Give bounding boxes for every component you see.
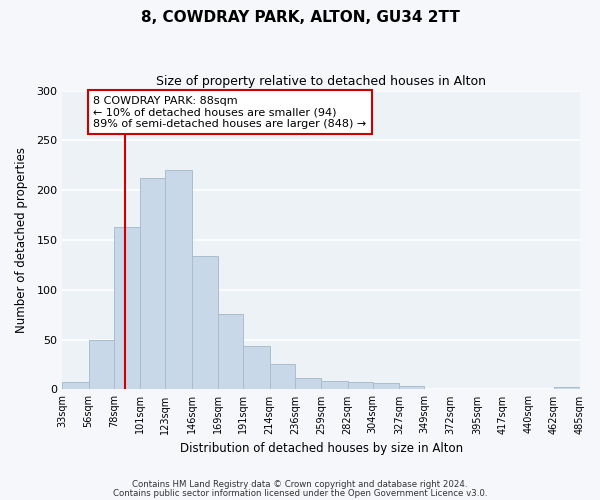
Text: Contains HM Land Registry data © Crown copyright and database right 2024.: Contains HM Land Registry data © Crown c… — [132, 480, 468, 489]
Bar — [89, 340, 114, 390]
Bar — [114, 227, 140, 390]
Text: 8 COWDRAY PARK: 88sqm
← 10% of detached houses are smaller (94)
89% of semi-deta: 8 COWDRAY PARK: 88sqm ← 10% of detached … — [93, 96, 367, 128]
Bar — [218, 314, 243, 390]
Text: Contains public sector information licensed under the Open Government Licence v3: Contains public sector information licen… — [113, 488, 487, 498]
Bar — [166, 170, 192, 390]
Bar — [347, 382, 373, 390]
Bar — [554, 388, 580, 390]
Bar — [321, 382, 347, 390]
Bar — [399, 386, 424, 390]
Bar — [140, 178, 166, 390]
Bar — [373, 384, 399, 390]
Bar — [295, 378, 321, 390]
Bar — [269, 364, 295, 390]
Bar — [62, 382, 89, 390]
Bar — [192, 256, 218, 390]
Bar — [243, 346, 269, 390]
Text: 8, COWDRAY PARK, ALTON, GU34 2TT: 8, COWDRAY PARK, ALTON, GU34 2TT — [140, 10, 460, 25]
Title: Size of property relative to detached houses in Alton: Size of property relative to detached ho… — [156, 75, 486, 88]
X-axis label: Distribution of detached houses by size in Alton: Distribution of detached houses by size … — [179, 442, 463, 455]
Y-axis label: Number of detached properties: Number of detached properties — [15, 147, 28, 333]
